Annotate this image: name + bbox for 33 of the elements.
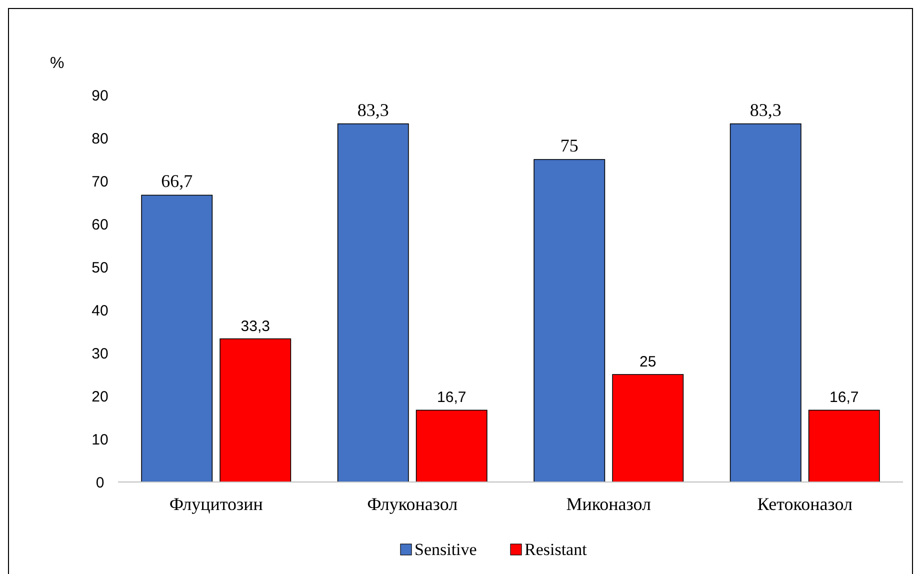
- y-tick-label: 80: [92, 130, 108, 148]
- y-axis-title: %: [50, 55, 64, 72]
- x-tick-label: Флуконазол: [367, 494, 458, 514]
- y-tick-label: 90: [92, 87, 108, 104]
- bar: [220, 338, 292, 482]
- y-tick-label: 60: [92, 216, 108, 234]
- data-label: 25: [640, 354, 656, 370]
- data-label: 83,3: [357, 100, 389, 120]
- bar: [730, 123, 802, 482]
- y-tick-label: 20: [92, 388, 108, 406]
- bar: [416, 410, 488, 482]
- y-tick-label: 10: [92, 431, 108, 448]
- bar: [337, 123, 409, 482]
- data-label: 66,7: [161, 171, 193, 192]
- legend-label: Resistant: [524, 540, 588, 559]
- x-tick-label: Миконазол: [566, 494, 652, 514]
- bar: [808, 410, 880, 482]
- bar: [612, 374, 684, 482]
- data-label: 33,3: [240, 318, 270, 335]
- y-tick-label: 70: [92, 173, 108, 190]
- bar: [534, 159, 606, 482]
- x-tick-label: Кетоконазол: [757, 494, 852, 514]
- y-tick-label: 0: [96, 474, 104, 492]
- x-tick-label: Флуцитозин: [169, 494, 264, 514]
- data-label: 16,7: [437, 389, 466, 406]
- bar: [141, 194, 213, 482]
- legend-label: Sensitive: [414, 540, 477, 559]
- y-tick-label: 50: [92, 259, 108, 276]
- data-label: 83,3: [750, 100, 782, 120]
- y-tick-label: 40: [92, 302, 108, 320]
- y-tick-label: 30: [92, 345, 108, 362]
- data-label: 16,7: [830, 389, 859, 406]
- data-label: 75: [560, 136, 578, 156]
